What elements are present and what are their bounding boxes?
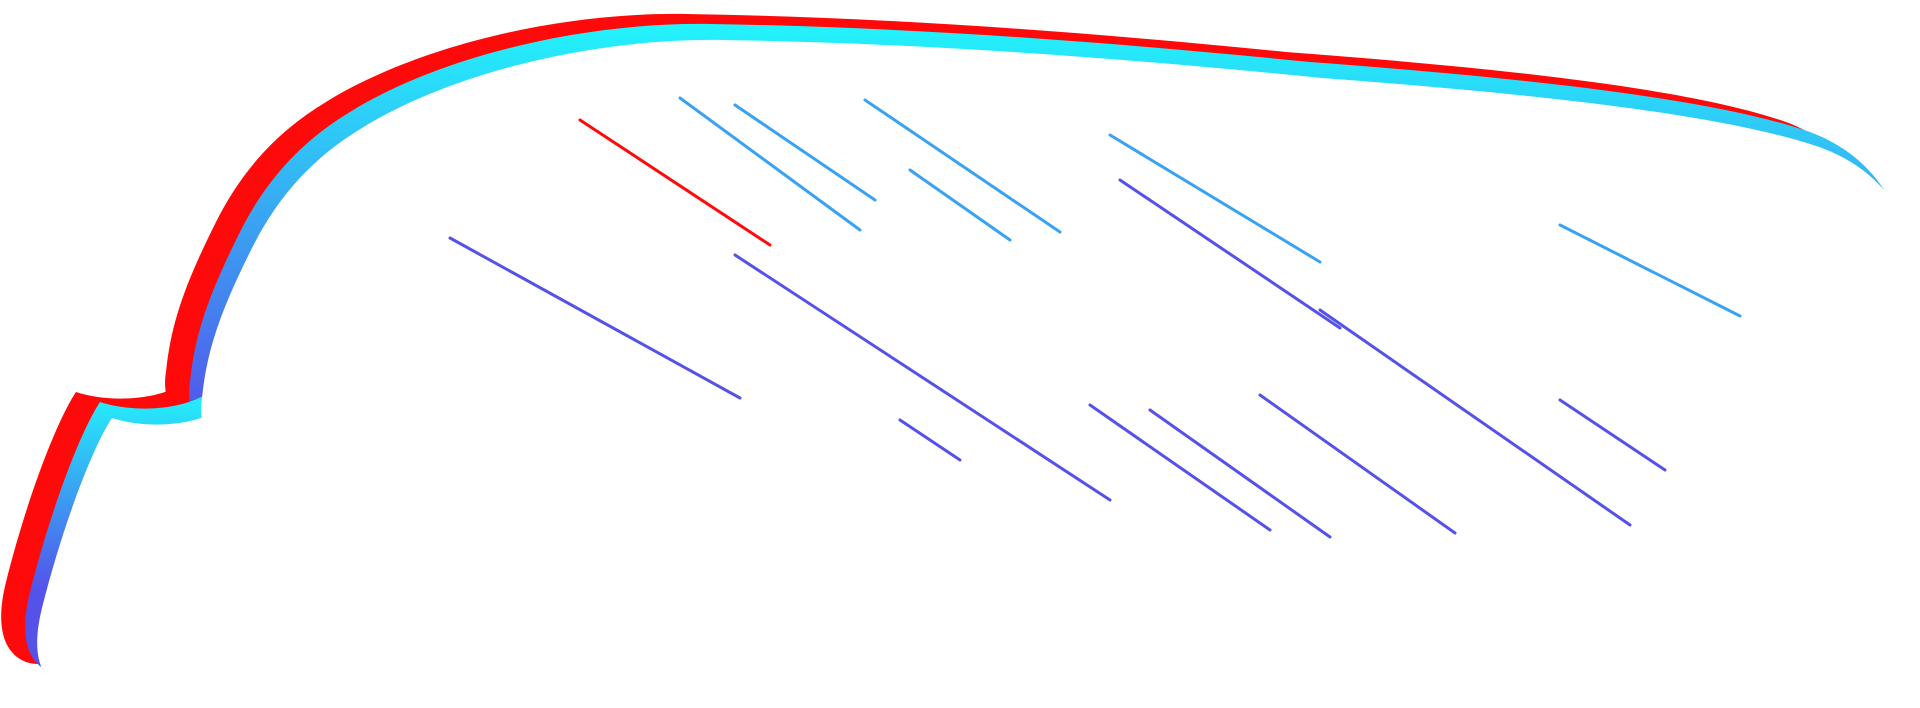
scribble-stroke: [1558, 223, 1742, 318]
scribble-stroke: [1088, 403, 1272, 532]
scribble-stroke: [678, 96, 862, 232]
scribble-stroke: [578, 118, 772, 247]
scribble-stroke: [898, 418, 962, 462]
scribble-stroke: [1258, 393, 1457, 535]
scribble-stroke: [908, 168, 1012, 242]
scribble-stroke: [1108, 133, 1322, 264]
scribble-stroke: [863, 98, 1062, 234]
scribble-stroke: [1118, 178, 1342, 330]
scribble-stroke: [733, 253, 1112, 502]
scribble-stroke: [733, 103, 877, 202]
scribble-stroke: [448, 236, 742, 400]
scribble-stroke: [1148, 408, 1332, 539]
scribble-stroke: [1318, 308, 1632, 527]
scribble-strokes: [448, 96, 1742, 539]
scribble-stroke: [1558, 398, 1667, 472]
